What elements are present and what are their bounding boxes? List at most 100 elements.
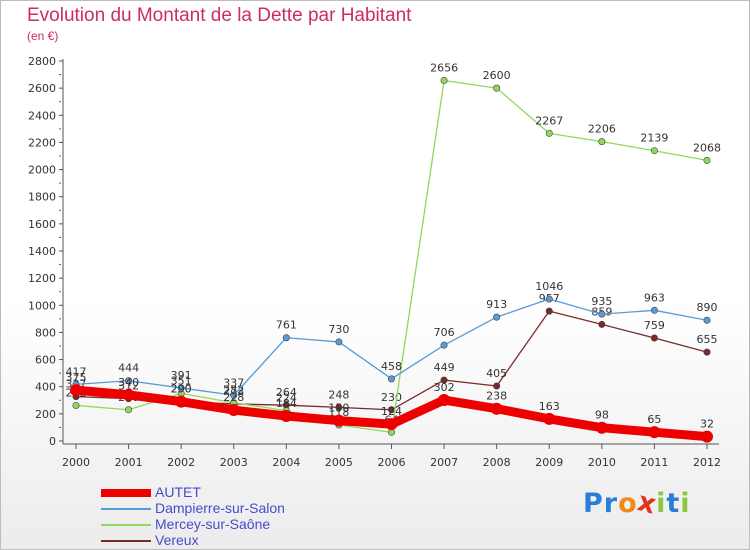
data-label: 224: [276, 392, 297, 405]
legend-item: Mercey-sur-Saône: [101, 516, 361, 533]
data-point: [490, 402, 503, 415]
legend-swatch: [101, 540, 151, 542]
data-point: [440, 341, 448, 349]
data-point: [545, 295, 553, 303]
legend-label: Mercey-sur-Saône: [155, 516, 271, 532]
y-tick-label: 600: [35, 354, 56, 367]
x-tick-label: 2002: [167, 456, 195, 469]
x-tick-label: 2001: [115, 456, 143, 469]
x-tick-label: 2010: [588, 456, 616, 469]
data-point: [440, 376, 448, 384]
data-label: 2600: [483, 69, 511, 82]
data-point: [493, 382, 501, 390]
data-point: [648, 426, 661, 439]
y-tick-label: 2600: [28, 82, 56, 95]
data-point: [72, 401, 80, 409]
data-label: 913: [486, 298, 507, 311]
data-label: 759: [644, 319, 665, 332]
chart-title: Evolution du Montant de la Dette par Hab…: [27, 5, 412, 26]
data-point: [598, 310, 606, 318]
logo-letter: P: [583, 488, 604, 519]
data-label: 230: [381, 391, 402, 404]
data-label: 163: [539, 400, 560, 413]
data-point: [650, 306, 658, 314]
data-label: 706: [434, 326, 455, 339]
data-point: [125, 406, 133, 414]
data-point: [332, 414, 345, 427]
x-tick-label: 2005: [325, 456, 353, 469]
data-label: 2068: [693, 141, 721, 154]
data-label: 963: [644, 291, 665, 304]
data-label: 337: [223, 376, 244, 389]
legend-item: Dampierre-sur-Salon: [101, 500, 361, 517]
legend-item: Vereux: [101, 532, 361, 549]
y-tick-label: 2800: [28, 55, 56, 68]
data-label: 248: [328, 388, 349, 401]
data-label: 312: [118, 380, 139, 393]
data-point: [598, 138, 606, 146]
logo-letter: t: [666, 488, 681, 519]
data-point: [493, 313, 501, 321]
data-point: [545, 307, 553, 315]
y-tick-label: 2000: [28, 164, 56, 177]
legend-swatch: [101, 489, 151, 497]
y-tick-label: 2400: [28, 109, 56, 122]
x-tick-label: 2008: [483, 456, 511, 469]
data-point: [650, 147, 658, 155]
y-tick-label: 400: [35, 381, 56, 394]
x-tick-label: 2004: [272, 456, 300, 469]
data-point: [387, 375, 395, 383]
data-point: [122, 388, 135, 401]
data-point: [703, 156, 711, 164]
logo-letter: i: [680, 488, 691, 519]
data-label: 375: [66, 371, 87, 384]
data-label: 449: [434, 361, 455, 374]
y-tick-label: 1200: [28, 272, 56, 285]
y-tick-label: 2200: [28, 136, 56, 149]
chart-legend: AUTET Dampierre-sur-Salon Mercey-sur-Saône…: [101, 484, 361, 549]
data-point: [598, 320, 606, 328]
data-label: 32: [700, 418, 714, 431]
data-point: [595, 421, 608, 434]
data-label: 1046: [535, 280, 563, 293]
legend-label: Dampierre-sur-Salon: [155, 500, 285, 516]
legend-swatch: [101, 508, 151, 510]
data-point: [177, 384, 185, 392]
x-tick-label: 2009: [535, 456, 563, 469]
data-point: [543, 412, 556, 425]
data-label: 458: [381, 360, 402, 373]
data-label: 98: [595, 409, 609, 422]
data-label: 2206: [588, 123, 616, 136]
data-point: [385, 418, 398, 431]
x-tick-label: 2006: [378, 456, 406, 469]
logo-letter: o: [618, 488, 638, 519]
proxiti-logo: Proxiti: [583, 486, 691, 521]
data-label: 890: [697, 301, 718, 314]
data-point: [175, 395, 188, 408]
data-label: 302: [434, 381, 455, 394]
y-tick-label: 1400: [28, 245, 56, 258]
data-label: 655: [697, 333, 718, 346]
data-label: 761: [276, 319, 297, 332]
data-label: 2656: [430, 62, 458, 75]
data-label: 65: [647, 413, 661, 426]
data-label: 150: [328, 402, 349, 415]
data-point: [650, 334, 658, 342]
data-point: [438, 394, 451, 407]
data-label: 2267: [535, 114, 563, 127]
y-tick-label: 800: [35, 326, 56, 339]
data-point: [230, 391, 238, 399]
legend-item: AUTET: [101, 484, 361, 501]
data-point: [703, 348, 711, 356]
data-point: [703, 316, 711, 324]
data-point: [70, 384, 82, 397]
data-label: 351: [171, 374, 192, 387]
data-label: 444: [118, 362, 139, 375]
data-label: 282: [223, 384, 244, 397]
data-point: [545, 129, 553, 137]
data-label: 238: [486, 390, 507, 403]
data-point: [440, 77, 448, 85]
x-tick-label: 2003: [220, 456, 248, 469]
